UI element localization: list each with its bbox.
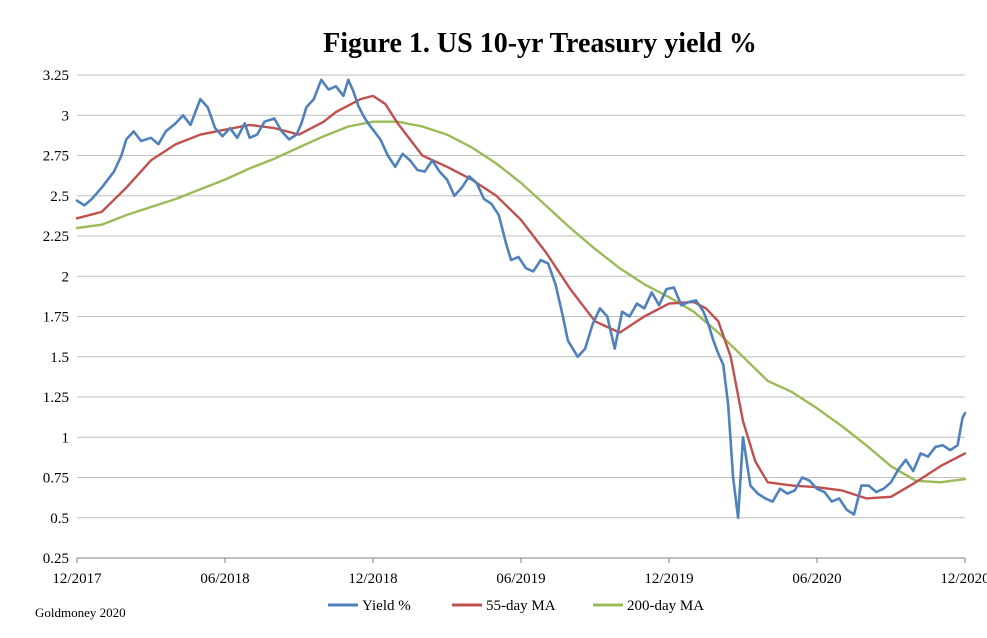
legend-label-ma55: 55-day MA [486, 598, 556, 614]
series-lines [75, 78, 967, 520]
chart-title: Figure 1. US 10-yr Treasury yield % [323, 28, 757, 59]
y-tick-label: 1.25 [43, 390, 69, 406]
series-line-ma55 [75, 94, 967, 500]
x-tick-label: 06/2020 [792, 571, 841, 587]
x-tick-label: 06/2019 [496, 571, 545, 587]
y-tick-label: 1.75 [43, 310, 69, 326]
y-axis-ticks: 3.25 3 2.75 2.5 2.25 2 1.75 1.5 1.25 1 0.75 0.5 0.25 [43, 68, 69, 567]
series-line-ma200 [75, 120, 967, 484]
source-note: Goldmoney 2020 [35, 605, 126, 620]
y-tick-label: 3 [62, 108, 70, 124]
y-tick-label: 0.75 [43, 471, 69, 487]
x-tick-label: 12/2018 [348, 571, 397, 587]
y-tick-label: 2 [62, 269, 70, 285]
gridlines [77, 74, 965, 559]
series-line-yield [75, 78, 967, 520]
y-tick-label: 1.5 [50, 350, 69, 366]
legend-label-yield: Yield % [362, 598, 411, 614]
x-tick-label: 12/2017 [52, 571, 102, 587]
x-axis-ticks: 12/2017 06/2018 12/2018 06/2019 12/2019 06/20… [52, 558, 987, 587]
x-tick-label: 12/2019 [644, 571, 693, 587]
x-tick-label: 12/2020 [940, 571, 987, 587]
legend: Yield % 55-day MA 200-day MA [328, 598, 704, 614]
y-tick-label: 3.25 [43, 68, 69, 84]
y-tick-label: 0.25 [43, 551, 69, 567]
y-tick-label: 2.25 [43, 229, 69, 245]
y-tick-label: 2.75 [43, 149, 69, 165]
y-tick-label: 0.5 [50, 511, 69, 527]
x-tick-label: 06/2018 [200, 571, 249, 587]
y-tick-label: 1 [62, 430, 70, 446]
legend-label-ma200: 200-day MA [627, 598, 704, 614]
y-tick-label: 2.5 [50, 189, 69, 205]
